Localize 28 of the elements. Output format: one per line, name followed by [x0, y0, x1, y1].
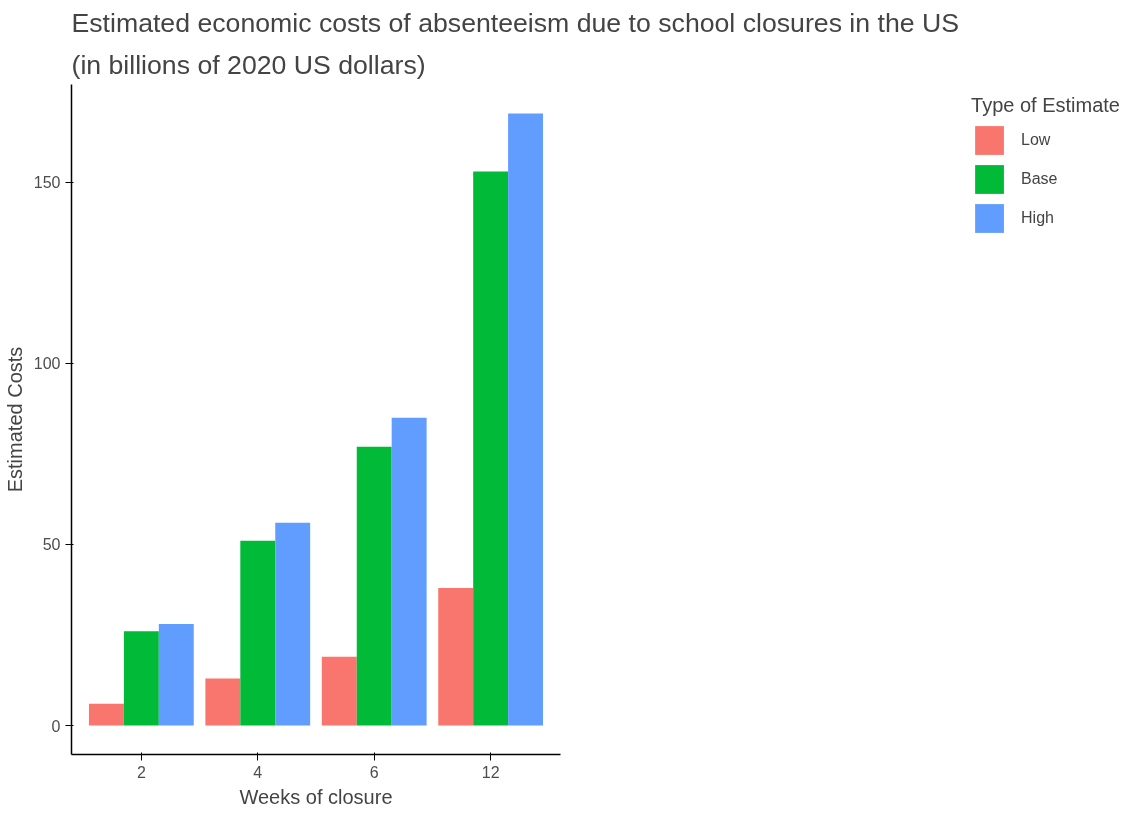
y-tick-label: 100 — [33, 355, 61, 373]
bar — [205, 678, 241, 726]
x-axis-title: Weeks of closure — [239, 785, 393, 808]
y-tick-label: 50 — [42, 536, 61, 554]
bar — [356, 446, 392, 726]
bar — [275, 522, 311, 726]
legend-title: Type of Estimate — [971, 94, 1120, 117]
x-tick-label: 2 — [136, 763, 146, 781]
bar — [391, 417, 427, 726]
x-tick-label: 6 — [369, 763, 379, 781]
legend-label: High — [1021, 209, 1054, 227]
chart-title: Estimated economic costs of absenteeism due to school closures in the US — [71, 7, 960, 38]
y-axis-title: Estimated Costs — [3, 346, 26, 493]
bar — [438, 587, 474, 726]
bar — [240, 540, 276, 726]
bar — [88, 703, 124, 726]
legend-label: Low — [1021, 131, 1051, 149]
bar — [123, 631, 159, 726]
bar — [508, 113, 544, 726]
y-tick-label: 0 — [51, 717, 61, 735]
legend-label: Base — [1021, 170, 1058, 188]
bar — [321, 656, 357, 726]
x-tick-label: 12 — [481, 763, 500, 781]
x-tick-label: 4 — [253, 763, 263, 781]
y-tick-label: 150 — [33, 174, 61, 192]
bar — [158, 624, 194, 726]
bar — [473, 171, 509, 726]
chart-subtitle: (in billions of 2020 US dollars) — [71, 49, 426, 80]
